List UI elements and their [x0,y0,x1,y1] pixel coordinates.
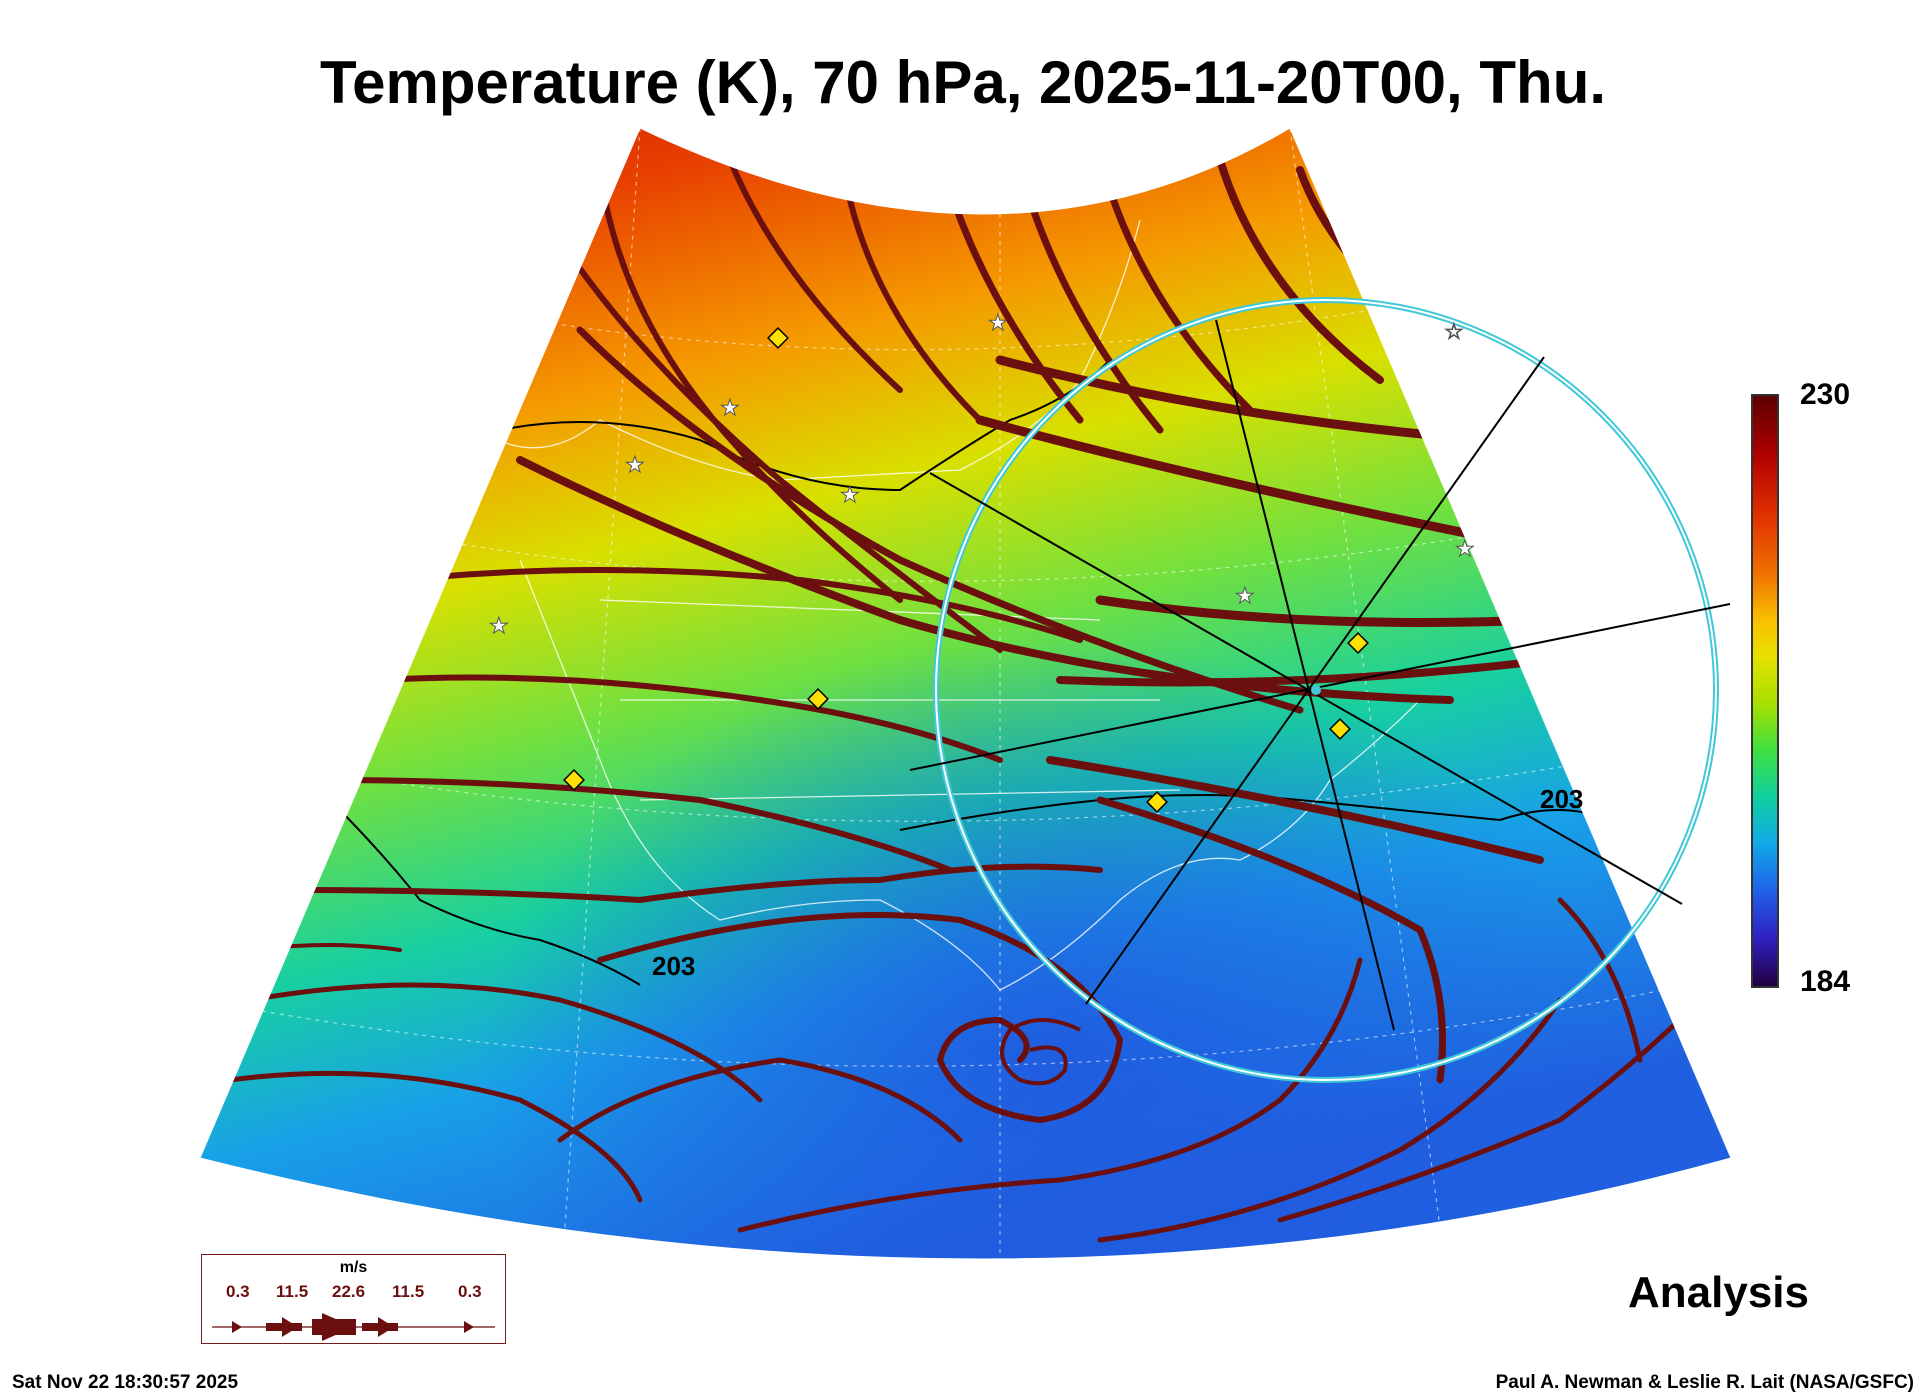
timestamp: Sat Nov 22 18:30:57 2025 [12,1372,239,1393]
credit-line: Paul A. Newman & Leslie R. Lait (NASA/GS… [1495,1372,1914,1393]
svg-text:★: ★ [1235,584,1255,609]
svg-text:★: ★ [625,453,645,478]
wind-streamlines [227,156,1703,1243]
observation-ring [933,297,1719,1083]
coastlines [479,219,1421,991]
colorbar-min-label: 184 [1800,965,1851,998]
svg-text:☆: ☆ [1444,320,1464,345]
svg-text:★: ★ [988,311,1008,336]
ring-center [1311,685,1321,695]
legend-arrow [212,1313,495,1341]
station-markers [563,327,1369,813]
contour-label-203: 203 [652,951,695,981]
colorbar-max-label: 230 [1800,378,1851,411]
star-markers: ★ ★ ★ ★ ★ ★ ★ ☆ [489,311,1476,640]
analysis-label: Analysis [1628,1268,1809,1317]
legend-value: 11.5 [276,1282,309,1301]
legend-value: 0.3 [458,1282,482,1301]
legend-value: 11.5 [392,1282,425,1301]
legend-value: 22.6 [332,1282,366,1301]
legend-unit: m/s [339,1259,368,1276]
svg-text:★: ★ [1455,537,1475,562]
vortex-spiral [1000,1018,1081,1086]
svg-text:★: ★ [720,396,740,421]
map-title: Temperature (K), 70 hPa, 2025-11-20T00, … [319,49,1607,116]
legend-value: 0.3 [226,1282,250,1301]
svg-text:★: ★ [489,614,509,639]
svg-text:★: ★ [840,483,860,508]
colorbar [1751,394,1779,988]
wind-speed-legend: m/s 0.3 11.5 22.6 11.5 0.3 [201,1254,506,1344]
contour-label-203-east: 203 [1540,784,1583,814]
